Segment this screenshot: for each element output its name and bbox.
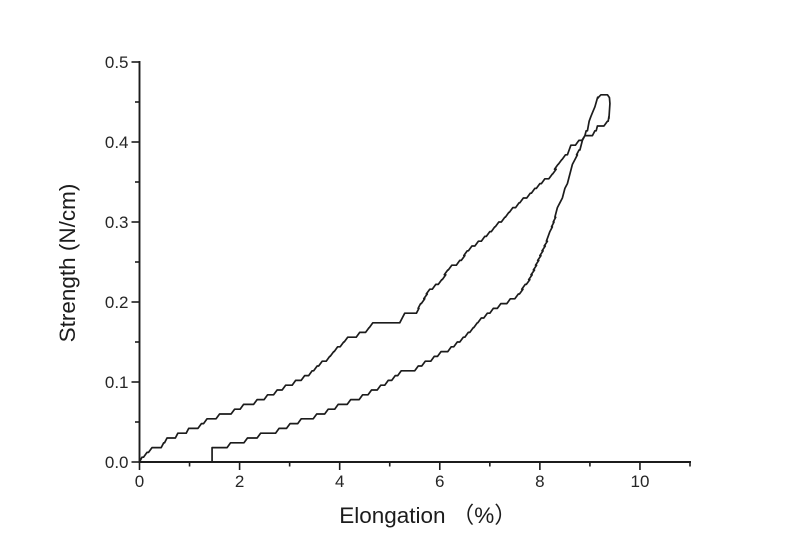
x-tick-label: 2 xyxy=(235,472,244,491)
y-tick-label: 0.0 xyxy=(105,453,129,472)
x-axis-title: Elongation （%） xyxy=(339,503,517,528)
hysteresis-curve xyxy=(138,93,611,463)
x-tick-label: 8 xyxy=(535,472,544,491)
y-tick-label: 0.5 xyxy=(105,53,129,72)
y-tick-label: 0.1 xyxy=(105,373,129,392)
x-tick-label: 4 xyxy=(335,472,344,491)
x-tick-label: 0 xyxy=(135,472,144,491)
y-axis-title: Strength (N/cm) xyxy=(55,183,80,343)
y-tick-label: 0.3 xyxy=(105,213,129,232)
y-tick-label: 0.2 xyxy=(105,293,129,312)
x-tick-label: 10 xyxy=(630,472,649,491)
y-tick-label: 0.4 xyxy=(105,133,129,152)
x-tick-label: 6 xyxy=(435,472,444,491)
